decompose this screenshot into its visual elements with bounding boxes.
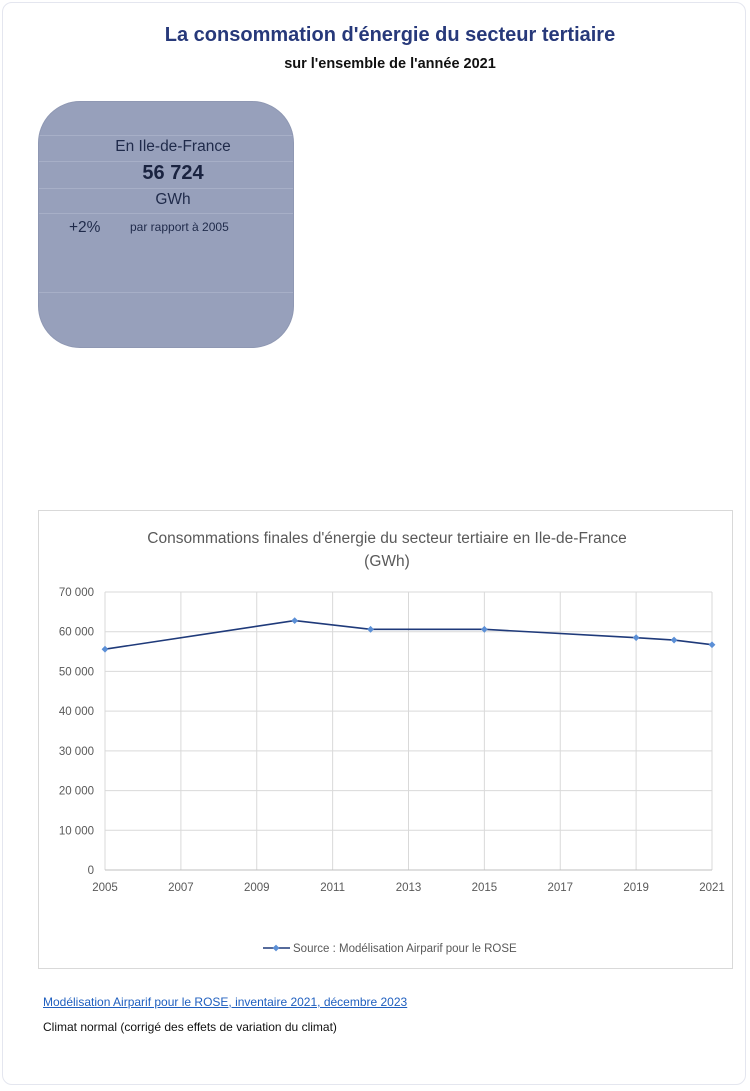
legend-label: Source : Modélisation Airparif pour le R… <box>293 943 517 955</box>
climate-note: Climat normal (corrigé des effets de var… <box>43 1020 337 1034</box>
source-link[interactable]: Modélisation Airparif pour le ROSE, inve… <box>43 995 408 1009</box>
kpi-card: En Ile-de-France 56 724 GWh +2% par rapp… <box>38 101 294 348</box>
chart-legend: Source : Modélisation Airparif pour le R… <box>263 943 517 955</box>
data-point <box>708 641 716 649</box>
kpi-comparison-label: par rapport à 2005 <box>130 220 229 234</box>
x-tick-label: 2007 <box>168 882 194 894</box>
kpi-divider <box>39 161 293 162</box>
legend-marker <box>272 944 280 952</box>
x-tick-label: 2021 <box>699 882 725 894</box>
kpi-value: 56 724 <box>142 162 204 184</box>
kpi-divider <box>39 135 293 136</box>
x-tick-label: 2017 <box>547 882 573 894</box>
y-tick-label: 50 000 <box>59 666 94 678</box>
kpi-divider <box>39 188 293 189</box>
y-tick-label: 10 000 <box>59 825 94 837</box>
x-tick-label: 2015 <box>472 882 498 894</box>
y-tick-label: 30 000 <box>59 746 94 758</box>
chart-grid <box>104 591 713 870</box>
chart-svg: 0 10 000 20 000 30 000 40 000 50 000 60 000 70 … <box>59 530 725 955</box>
data-point <box>632 634 640 642</box>
page-subtitle: sur l'ensemble de l'année 2021 <box>284 56 496 72</box>
chart-axes: 0 10 000 20 000 30 000 40 000 50 000 60 000 70 … <box>59 587 725 894</box>
y-tick-label: 70 000 <box>59 587 94 599</box>
y-tick-label: 0 <box>88 865 94 877</box>
y-tick-label: 20 000 <box>59 786 94 798</box>
data-point <box>480 625 488 633</box>
data-point <box>101 645 109 653</box>
kpi-region-label: En Ile-de-France <box>115 138 231 155</box>
data-point <box>367 625 374 633</box>
kpi-change: +2% <box>69 219 101 236</box>
data-point <box>291 617 299 624</box>
line-chart: 0 10 000 20 000 30 000 40 000 50 000 60 000 70 … <box>38 510 733 969</box>
x-tick-label: 2009 <box>244 882 270 894</box>
kpi-divider <box>39 292 293 293</box>
chart-series <box>101 617 716 653</box>
chart-title-unit: (GWh) <box>364 553 410 570</box>
x-tick-label: 2011 <box>320 882 345 894</box>
kpi-unit: GWh <box>155 191 191 208</box>
chart-title: Consommations finales d'énergie du secte… <box>147 530 626 547</box>
x-tick-label: 2005 <box>92 882 118 894</box>
y-tick-label: 40 000 <box>59 706 94 718</box>
x-tick-label: 2013 <box>396 882 422 894</box>
y-tick-label: 60 000 <box>59 627 94 639</box>
x-tick-label: 2019 <box>623 882 649 894</box>
kpi-divider <box>39 213 293 214</box>
page-title: La consommation d'énergie du secteur ter… <box>164 24 616 46</box>
data-point <box>670 636 678 644</box>
